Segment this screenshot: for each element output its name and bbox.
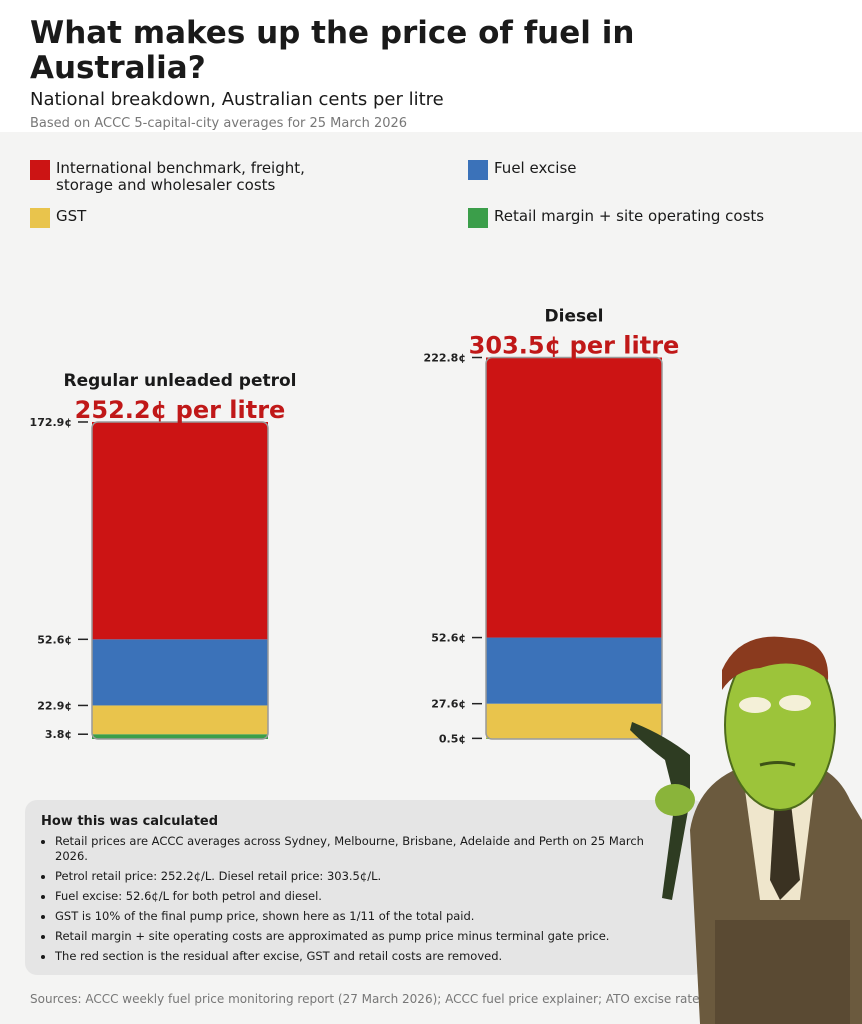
value-label: 27.6¢	[431, 698, 466, 711]
value-label: 172.9¢	[30, 416, 72, 429]
header-bg	[0, 0, 862, 132]
method-box: How this was calculated Retail prices ar…	[25, 800, 705, 975]
value-label: 3.8¢	[45, 728, 72, 741]
bullet: Retail margin + site operating costs are…	[55, 929, 645, 944]
bar-segment	[92, 421, 268, 640]
bar-segment	[92, 734, 268, 739]
value-label: 52.6¢	[37, 633, 72, 646]
total-label: 303.5¢ per litre	[469, 332, 680, 360]
bar-outline	[91, 421, 269, 740]
legend-swatch	[468, 208, 488, 228]
bar-segment	[486, 703, 662, 739]
bullet: The red section is the residual after ex…	[55, 949, 645, 964]
legend-item: GST	[30, 208, 330, 228]
subtitle: National breakdown, Australian cents per…	[30, 89, 444, 110]
sources: Sources: ACCC weekly fuel price monitori…	[30, 992, 710, 1006]
legend-item: International benchmark, freight, storag…	[30, 160, 330, 194]
legend-swatch	[30, 208, 50, 228]
bullet: Retail prices are ACCC averages across S…	[55, 834, 645, 864]
legend-swatch	[468, 160, 488, 180]
bullet: Fuel excise: 52.6¢/L for both petrol and…	[55, 889, 645, 904]
chart-title: What makes up the price of fuel in Austr…	[30, 15, 635, 86]
legend-item: Retail margin + site operating costs	[468, 208, 768, 228]
legend-label: International benchmark, freight, storag…	[56, 159, 305, 194]
value-label: 52.6¢	[431, 632, 466, 645]
bar-segment	[92, 639, 268, 706]
bullet-list: Retail prices are ACCC averages across S…	[41, 834, 645, 969]
legend-item: Fuel excise	[468, 160, 768, 180]
bullet: GST is 10% of the final pump price, show…	[55, 909, 645, 924]
value-label: 222.8¢	[424, 352, 466, 365]
legend-label: Retail margin + site operating costs	[494, 207, 765, 225]
category-label: Regular unleaded petrol	[63, 371, 296, 391]
bar-segment	[486, 357, 662, 638]
bullet: Petrol retail price: 252.2¢/L. Diesel re…	[55, 869, 645, 884]
total-label: 252.2¢ per litre	[75, 396, 286, 424]
bar-segment	[92, 705, 268, 735]
legend-label: GST	[56, 207, 87, 225]
value-label: 0.5¢	[439, 732, 466, 745]
value-label: 22.9¢	[37, 699, 72, 712]
legend-label: Fuel excise	[494, 159, 577, 177]
box-title: How this was calculated	[41, 814, 219, 829]
bar-segment	[486, 637, 662, 704]
note: Based on ACCC 5-capital-city averages fo…	[30, 116, 408, 131]
bar-outline	[485, 356, 663, 740]
category-label: Diesel	[545, 307, 604, 327]
legend-swatch	[30, 160, 50, 180]
